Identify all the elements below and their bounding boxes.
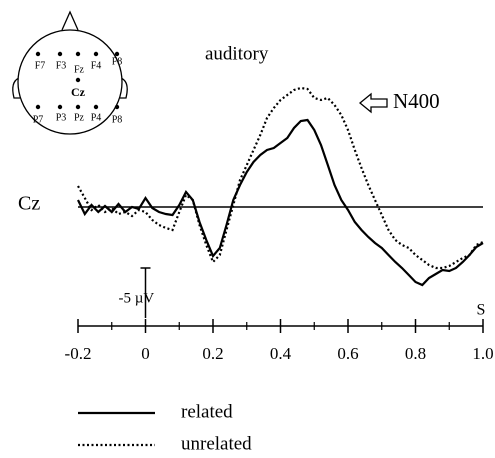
x-tick-label: -0.2 bbox=[65, 344, 92, 363]
electrode-label: F3 bbox=[56, 60, 67, 71]
electrode-label: Pz bbox=[74, 112, 85, 123]
ear bbox=[12, 77, 20, 99]
electrode-label: P4 bbox=[91, 112, 102, 123]
electrode bbox=[114, 51, 120, 57]
series-line bbox=[77, 86, 484, 270]
x-tick-label: 1.0 bbox=[472, 344, 493, 363]
electrode bbox=[114, 104, 120, 110]
electrode-label: Cz bbox=[71, 85, 86, 99]
electrode bbox=[75, 104, 81, 110]
electrode-label: F7 bbox=[35, 60, 46, 71]
x-tick-label: 0 bbox=[141, 344, 150, 363]
scale-bar-label: -5 µV bbox=[119, 290, 155, 306]
electrode-label: F8 bbox=[112, 56, 123, 67]
x-tick-label: 0.2 bbox=[202, 344, 223, 363]
electrode bbox=[93, 104, 99, 110]
electrode bbox=[35, 51, 41, 57]
electrode bbox=[35, 104, 41, 110]
x-axis-label: S bbox=[477, 302, 486, 319]
electrode-label: Fz bbox=[74, 64, 85, 75]
electrode bbox=[75, 77, 81, 83]
title: auditory bbox=[205, 43, 269, 64]
electrode-label: P8 bbox=[112, 114, 123, 125]
electrode-label: P7 bbox=[33, 114, 44, 125]
nose bbox=[61, 10, 79, 31]
x-tick-label: 0.6 bbox=[337, 344, 358, 363]
annotation-arrow bbox=[358, 92, 388, 114]
channel-label: Cz bbox=[18, 193, 40, 215]
x-tick-label: 0.4 bbox=[270, 344, 292, 363]
electrode bbox=[75, 51, 81, 57]
legend-label: unrelated bbox=[181, 433, 252, 454]
electrode-label: P3 bbox=[56, 112, 67, 123]
electrode-label: F4 bbox=[91, 60, 102, 71]
ear bbox=[120, 77, 128, 99]
annotation: N400 bbox=[393, 89, 440, 113]
electrode bbox=[57, 51, 63, 57]
series-line bbox=[77, 118, 484, 287]
legend-label: related bbox=[181, 401, 233, 422]
electrode bbox=[57, 104, 63, 110]
electrode bbox=[93, 51, 99, 57]
x-tick-label: 0.8 bbox=[405, 344, 426, 363]
head-diagram bbox=[12, 10, 128, 135]
